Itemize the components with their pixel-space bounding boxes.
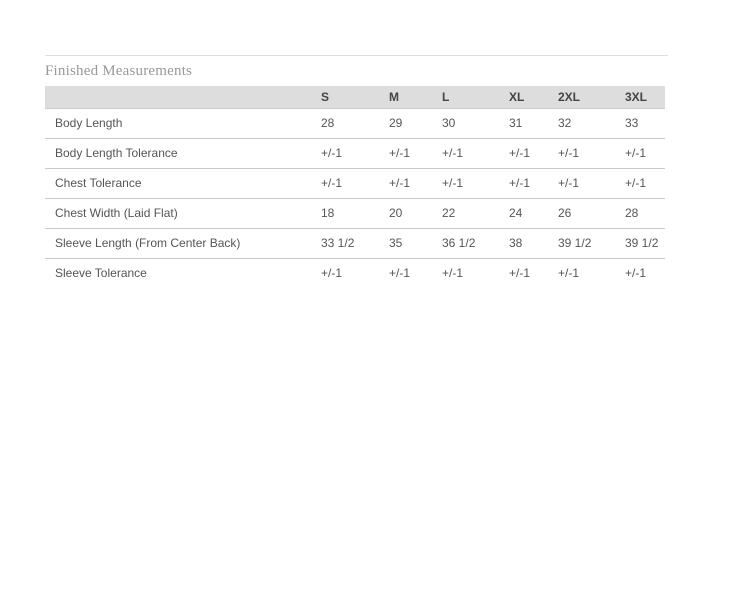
cell-value: +/-1	[499, 138, 548, 169]
column-header-l: L	[432, 86, 499, 109]
page-title: Finished Measurements	[45, 63, 193, 79]
cell-value: 33 1/2	[311, 228, 379, 259]
cell-value: 30	[432, 108, 499, 139]
cell-value: +/-1	[615, 168, 665, 199]
row-label: Sleeve Tolerance	[55, 266, 147, 281]
table-row-sleeve-tolerance: Sleeve Tolerance +/-1 +/-1 +/-1 +/-1 +/-…	[45, 258, 665, 288]
cell-value: +/-1	[625, 266, 647, 281]
column-header-m: M	[379, 86, 432, 109]
cell-value: +/-1	[379, 138, 432, 169]
cell-value: +/-1	[499, 168, 548, 199]
cell-value: +/-1	[311, 168, 379, 199]
cell-value: +/-1	[432, 138, 499, 169]
measurements-table: S M L XL 2XL 3XL Body Length 28 29 30 31…	[45, 86, 665, 288]
row-label: Body Length	[45, 108, 311, 139]
cell-value: 39 1/2	[548, 228, 615, 259]
cell-value: 33	[615, 108, 665, 139]
column-header-s: S	[311, 86, 379, 109]
cell-value: 24	[499, 198, 548, 229]
table-row-sleeve-length: Sleeve Length (From Center Back) 33 1/2 …	[45, 228, 665, 259]
cell-value: 29	[379, 108, 432, 139]
cell-value: 32	[548, 108, 615, 139]
column-header-blank	[45, 86, 311, 109]
cell-value: 18	[311, 198, 379, 229]
size-chart-section: Finished Measurements S M L XL 2XL 3XL B…	[45, 55, 668, 288]
cell-value: 22	[432, 198, 499, 229]
cell-value: 20	[379, 198, 432, 229]
column-header-3xl: 3XL	[615, 86, 665, 109]
column-header-xl: XL	[499, 86, 548, 109]
row-label: Chest Tolerance	[45, 168, 311, 199]
cell-value: 28	[615, 198, 665, 229]
cell-value: +/-1	[509, 266, 531, 281]
cell-value: +/-1	[615, 138, 665, 169]
cell-value: +/-1	[442, 266, 464, 281]
cell-value: 39 1/2	[615, 228, 665, 259]
cell-value: +/-1	[311, 138, 379, 169]
cell-value: +/-1	[558, 266, 580, 281]
table-row-chest-width: Chest Width (Laid Flat) 18 20 22 24 26 2…	[45, 198, 665, 229]
row-label: Chest Width (Laid Flat)	[45, 198, 311, 229]
row-label: Sleeve Length (From Center Back)	[45, 228, 311, 259]
cell-value: 38	[499, 228, 548, 259]
cell-value: +/-1	[548, 168, 615, 199]
cell-value: 36 1/2	[432, 228, 499, 259]
cell-value: 35	[379, 228, 432, 259]
cell-value: +/-1	[432, 168, 499, 199]
table-header-row: S M L XL 2XL 3XL	[45, 86, 665, 109]
cell-value: +/-1	[548, 138, 615, 169]
cell-value: +/-1	[379, 168, 432, 199]
column-header-2xl: 2XL	[548, 86, 615, 109]
top-divider	[45, 55, 668, 56]
table-row-body-length: Body Length 28 29 30 31 32 33	[45, 108, 665, 139]
cell-value: +/-1	[389, 266, 411, 281]
table-row-body-length-tolerance: Body Length Tolerance +/-1 +/-1 +/-1 +/-…	[45, 138, 665, 169]
cell-value: +/-1	[321, 266, 343, 281]
cell-value: 26	[548, 198, 615, 229]
table-row-chest-tolerance: Chest Tolerance +/-1 +/-1 +/-1 +/-1 +/-1…	[45, 168, 665, 199]
row-label: Body Length Tolerance	[45, 138, 311, 169]
cell-value: 31	[499, 108, 548, 139]
cell-value: 28	[311, 108, 379, 139]
